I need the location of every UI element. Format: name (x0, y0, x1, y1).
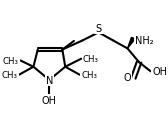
Text: S: S (95, 24, 102, 33)
Text: OH: OH (42, 95, 57, 105)
Text: CH₃: CH₃ (3, 56, 19, 65)
Text: OH: OH (152, 67, 167, 77)
Text: O: O (124, 72, 131, 82)
Text: NH₂: NH₂ (135, 36, 153, 45)
Text: CH₃: CH₃ (2, 71, 17, 80)
Polygon shape (128, 38, 135, 49)
Text: CH₃: CH₃ (81, 71, 97, 80)
Text: N: N (46, 75, 53, 85)
Text: CH₃: CH₃ (83, 55, 99, 64)
